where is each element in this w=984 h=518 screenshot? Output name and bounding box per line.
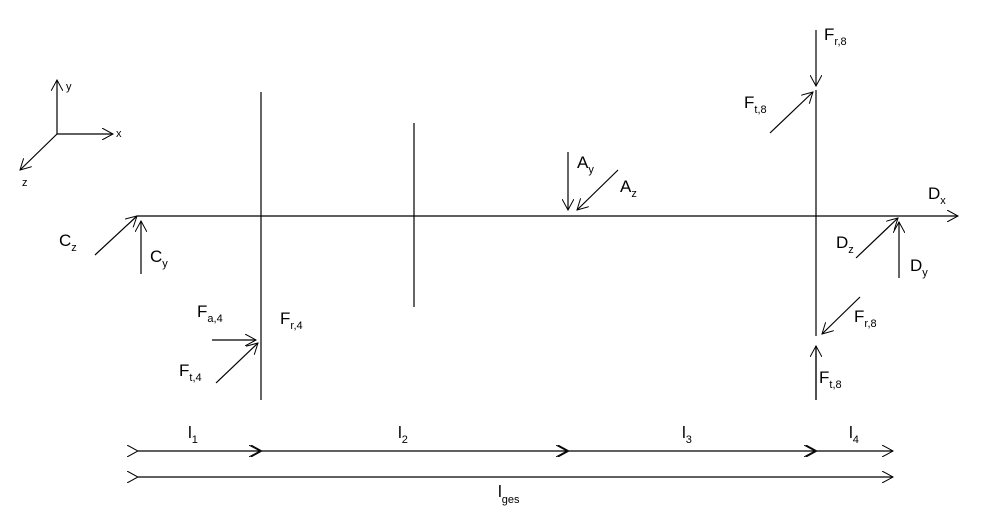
x-axis-label: x [116,128,122,140]
label-fr4: Fr,4 [280,309,303,332]
label-ay: Ay [577,153,594,176]
label-cy: Cy [150,247,168,270]
force-ft8-top-arrow [770,92,813,133]
label-ft8-top: Ft,8 [744,93,767,116]
label-dz: Dz [836,233,854,256]
z-axis-label: z [22,177,28,189]
force-az-arrow [577,170,618,210]
label-cz: Cz [59,231,77,254]
label-l4: l4 [849,423,859,446]
label-l2: l2 [398,423,408,446]
label-dx: Dx [928,184,946,207]
label-az: Az [620,177,637,200]
label-l1: l1 [188,423,198,446]
label-fa4: Fa,4 [197,302,223,325]
label-fr8: Fr,8 [824,25,847,48]
z-axis-arrow [20,134,57,170]
label-l3: l3 [682,423,692,446]
label-dy: Dy [910,256,928,279]
force-ft4-arrow [216,343,258,383]
label-ft8-bottom: Ft,8 [819,368,842,391]
force-dz-arrow [856,218,898,258]
label-fr8-low: Fr,8 [854,307,877,330]
force-cz-arrow [95,216,137,255]
label-lges: lges [498,482,520,506]
label-ft4: Ft,4 [179,361,202,384]
y-axis-label: y [66,81,72,93]
